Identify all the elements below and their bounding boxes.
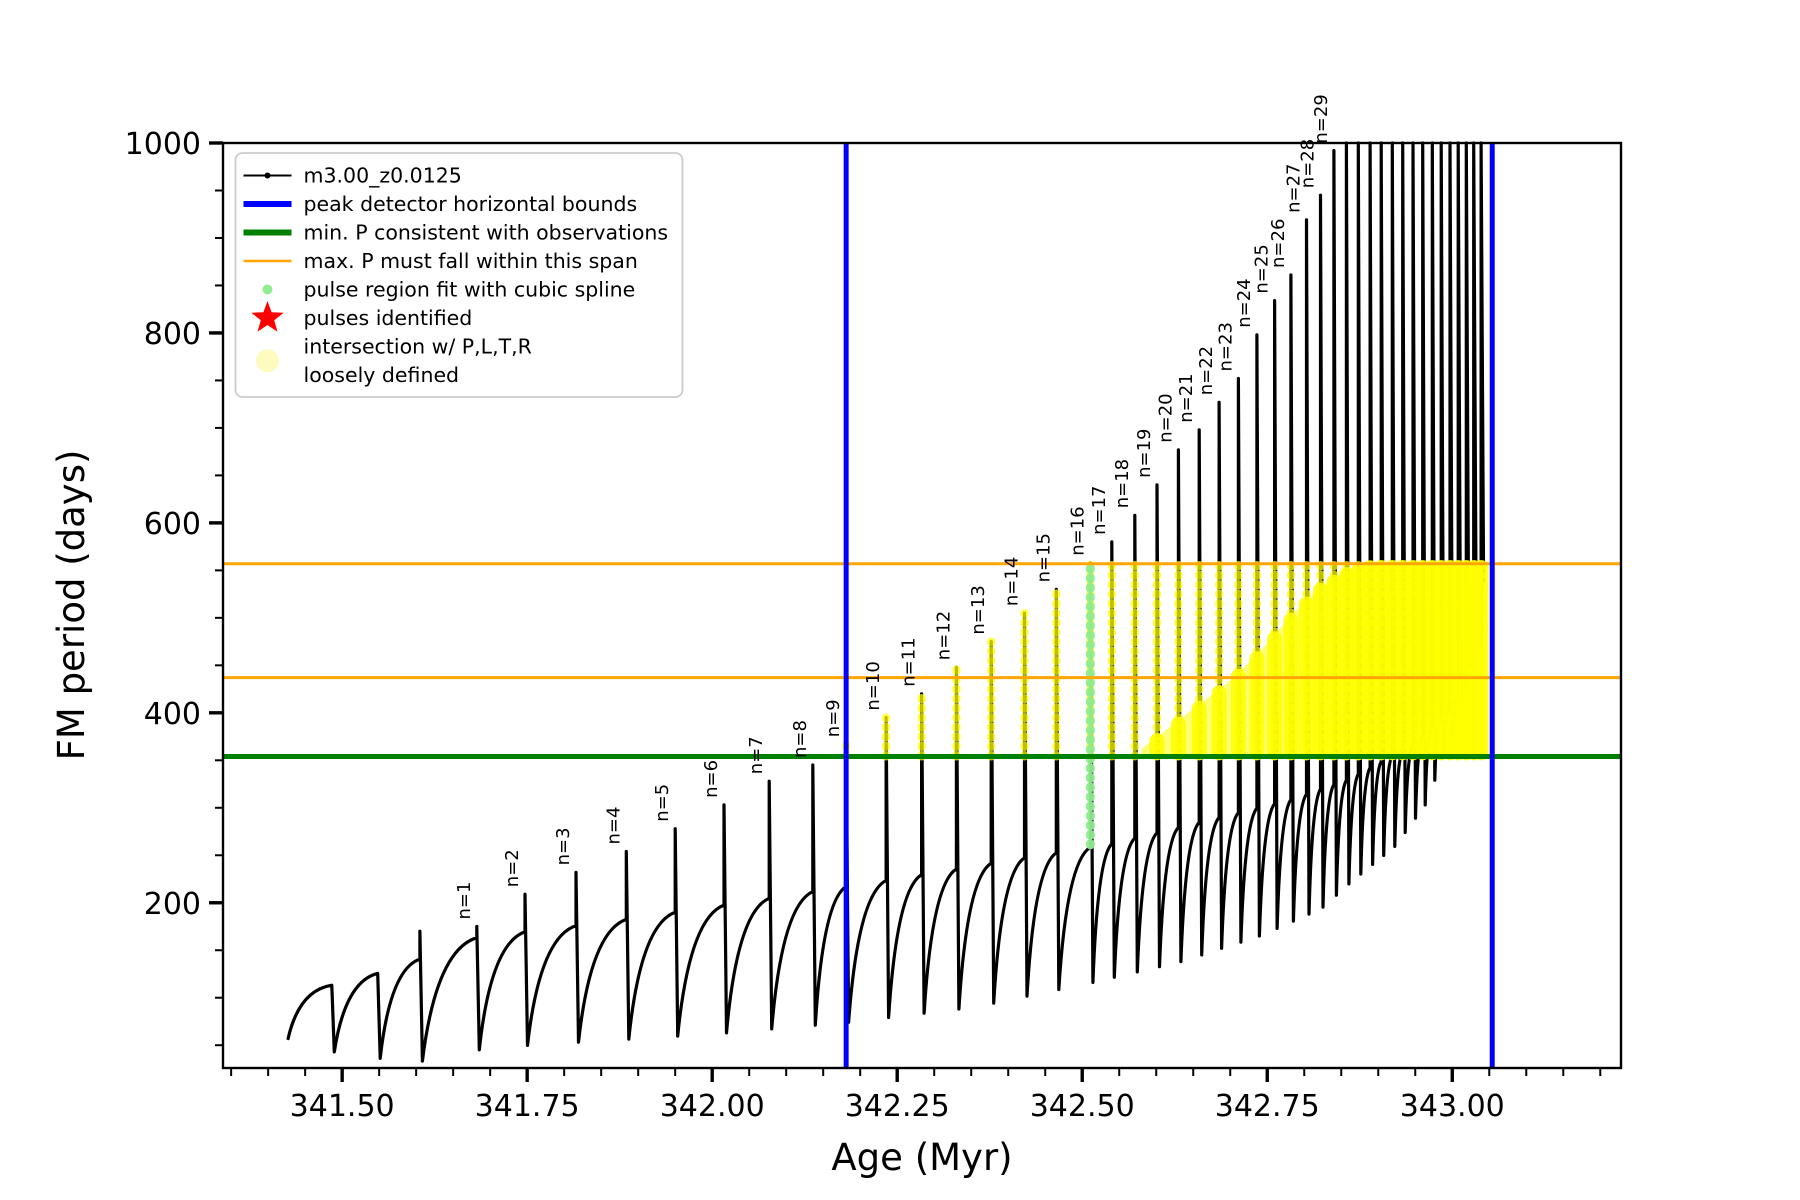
pulse-number-label: n=20 bbox=[1155, 393, 1176, 442]
pulse-number-label: n=23 bbox=[1215, 322, 1236, 371]
pulse-number-label: n=6 bbox=[701, 760, 722, 798]
pulse-number-label: n=13 bbox=[968, 585, 989, 634]
x-tick-label: 343.00 bbox=[1400, 1089, 1505, 1124]
star-icon bbox=[251, 301, 284, 332]
pulse-number-label: n=24 bbox=[1234, 278, 1255, 327]
pulse-number-label: n=18 bbox=[1112, 459, 1133, 508]
pulse-number-label: n=8 bbox=[790, 720, 811, 758]
pulse-number-label: n=28 bbox=[1298, 139, 1319, 188]
pulse-number-label: n=22 bbox=[1196, 346, 1217, 395]
x-tick-label: 342.00 bbox=[660, 1089, 765, 1124]
x-tick-label: 342.50 bbox=[1030, 1089, 1135, 1124]
pulse-number-label: n=27 bbox=[1284, 163, 1305, 212]
pulse-number-label: n=12 bbox=[933, 611, 954, 660]
plot-border bbox=[221, 141, 1623, 1070]
x-axis-title: Age (Myr) bbox=[831, 1136, 1012, 1179]
pulse-number-label: n=21 bbox=[1176, 373, 1197, 422]
y-tick-label: 600 bbox=[144, 507, 201, 542]
pulse-number-labels: n=1 n=2 n=3 n=4 n=5 n=6 n=7 n=8 n=9 n=10 n=11 n=12 n… bbox=[454, 94, 1332, 919]
y-tick-label: 1000 bbox=[125, 127, 201, 162]
pulse-number-label: n=10 bbox=[863, 661, 884, 710]
pulse-number-label: n=17 bbox=[1089, 485, 1110, 534]
y-tick-label: 200 bbox=[144, 887, 201, 922]
pulse-number-label: n=4 bbox=[603, 807, 624, 845]
legend-label: m3.00_z0.0125 bbox=[304, 164, 462, 189]
x-tick-label: 342.75 bbox=[1215, 1089, 1320, 1124]
legend-dot-sample bbox=[264, 172, 271, 179]
pulse-number-label: n=7 bbox=[746, 736, 767, 774]
y-tick-label: 400 bbox=[144, 697, 201, 732]
pulse-number-label: n=2 bbox=[502, 849, 523, 887]
x-tick-label: 341.75 bbox=[475, 1089, 580, 1124]
pulse-number-label: n=19 bbox=[1134, 428, 1155, 477]
legend-label: max. P must fall within this span bbox=[304, 249, 638, 273]
legend-label: pulses identified bbox=[304, 306, 473, 330]
yellow-intersection-region bbox=[842, 559, 1489, 761]
pulse-number-label: n=3 bbox=[553, 827, 574, 865]
bound-lines bbox=[223, 143, 1621, 1068]
pulse-number-label: n=5 bbox=[652, 784, 673, 822]
pulse-number-label: n=15 bbox=[1033, 533, 1054, 582]
legend-label: peak detector horizontal bounds bbox=[304, 192, 638, 216]
pulse-number-label: n=16 bbox=[1067, 506, 1088, 555]
legend-dot-sample bbox=[262, 284, 273, 295]
legend-label: min. P consistent with observations bbox=[304, 221, 669, 245]
x-tick-label: 341.50 bbox=[290, 1089, 395, 1124]
pulse-number-label: n=26 bbox=[1268, 219, 1289, 268]
legend-label: pulse region fit with cubic spline bbox=[304, 278, 636, 302]
pulse-number-label: n=11 bbox=[899, 637, 920, 686]
pulse-number-label: n=29 bbox=[1311, 94, 1332, 143]
legend-label: loosely defined bbox=[304, 363, 460, 387]
y-axis-title: FM period (days) bbox=[50, 450, 93, 761]
pulse-number-label: n=25 bbox=[1252, 244, 1273, 293]
pulse-number-label: n=9 bbox=[823, 699, 844, 737]
legend-label: intersection w/ P,L,T,R bbox=[304, 335, 532, 359]
y-tick-label: 800 bbox=[144, 317, 201, 352]
pulse-number-label: n=14 bbox=[1002, 557, 1023, 606]
x-tick-label: 342.25 bbox=[845, 1089, 950, 1124]
legend-box bbox=[234, 152, 684, 398]
legend-dot-sample bbox=[256, 349, 279, 373]
pulse-number-label: n=1 bbox=[454, 882, 475, 920]
axes: 341.50 341.75 342.00 342.25 342.50 342.75 343.… bbox=[125, 127, 1623, 1124]
